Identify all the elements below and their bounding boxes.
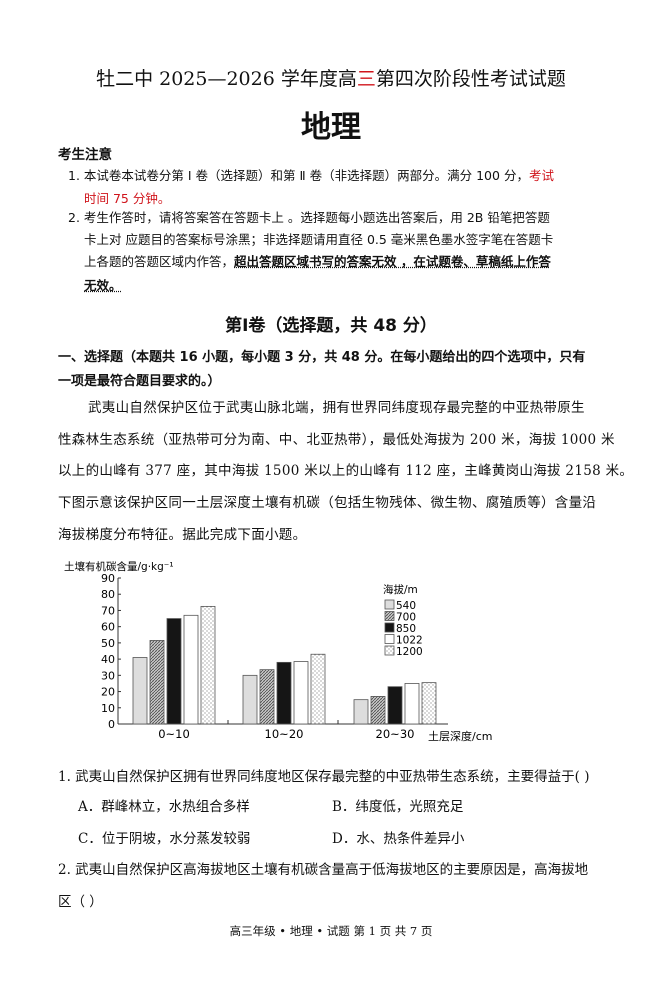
bar-1200-20~30: [421, 682, 437, 725]
y-axis-label: 土壤有机碳含量/g·kg⁻¹: [64, 560, 174, 573]
y-tick-label: 80: [101, 588, 115, 601]
notice-heading: 考生注意: [58, 147, 112, 163]
exam-title: 牡二中 2025—2026 学年度高三第四次阶段性考试试题: [0, 64, 662, 91]
y-tick-label: 60: [101, 621, 115, 634]
question-2-stem: 区（ ）: [58, 894, 103, 910]
legend-swatch-850: [384, 622, 395, 633]
notice-text: 1. 本试卷本试卷分第 Ⅰ 卷（选择题）和第 Ⅱ 卷（非选择题）两部分。满分 1…: [68, 168, 529, 183]
passage-line: 武夷山自然保护区位于武夷山脉北端，拥有世界同纬度现存最完整的中亚热带原生: [88, 400, 585, 416]
page-footer: 高三年级 • 地理 • 试题 第 1 页 共 7 页: [229, 924, 433, 938]
section-intro: 一项是最符合题目要求的。）: [58, 374, 221, 389]
y-tick-label: 30: [101, 669, 115, 682]
y-tick-label: 10: [101, 702, 115, 715]
bar-850-10~20: [276, 661, 292, 725]
bar-1022-20~30: [404, 683, 420, 725]
notice-bold-text: 无效。: [84, 278, 122, 293]
question-1-option-b[interactable]: B．纬度低，光照充足: [332, 799, 464, 815]
bar-1200-0~10: [200, 605, 216, 725]
x-axis-label: 土层深度/cm: [428, 729, 492, 743]
bar-1200-10~20: [310, 653, 326, 725]
legend-swatch-1200: [384, 645, 395, 656]
y-tick-label: 40: [101, 653, 115, 666]
question-2-stem: 2. 武夷山自然保护区高海拔地区土壤有机碳含量高于低海拔地区的主要原因是，高海拔…: [58, 862, 589, 878]
legend-swatch-540: [384, 599, 395, 610]
bar-700-0~10: [149, 640, 165, 725]
passage-line: 海拔梯度分布特征。据此完成下面小题。: [58, 527, 307, 543]
title-part: 牡二中 2025—2026 学年度高: [96, 68, 357, 90]
bar-700-10~20: [259, 669, 275, 725]
legend-label: 1200: [396, 646, 423, 658]
bar-540-0~10: [132, 657, 148, 725]
bar-850-20~30: [387, 686, 403, 725]
x-tick-label: 20~30: [376, 727, 415, 741]
title-highlight: 三: [356, 68, 376, 90]
y-tick-label: 20: [101, 686, 115, 699]
question-1-stem: 1. 武夷山自然保护区拥有世界同纬度地区保存最完整的中亚热带生态系统，主要得益于…: [58, 769, 590, 785]
bar-1022-10~20: [293, 661, 309, 725]
question-1-option-d[interactable]: D．水、热条件差异小: [332, 831, 465, 847]
bar-540-20~30: [353, 699, 369, 725]
y-tick-label: 90: [101, 572, 115, 585]
y-tick-label: 0: [108, 718, 115, 731]
section-intro: 一、选择题（本题共 16 小题，每小题 3 分，共 48 分。在每小题给出的四个…: [58, 350, 586, 365]
legend-swatch-1022: [384, 634, 395, 644]
bar-1022-0~10: [183, 614, 199, 725]
legend-swatch-700: [384, 611, 395, 621]
notice-text: 上各题的答题区域内作答，: [84, 254, 235, 269]
notice-red-text: 时间 75 分钟。: [84, 191, 171, 206]
bar-540-10~20: [242, 674, 258, 725]
notice-item-2-line: 上各题的答题区域内作答，超出答题区域书写的答案无效 ，在试题卷、草稿纸上作答: [84, 251, 551, 270]
legend-title: 海拔/m: [383, 583, 418, 596]
bar-850-0~10: [166, 618, 182, 725]
subject-title: 地理: [301, 110, 361, 145]
y-tick-label: 50: [101, 637, 115, 650]
legend-label: 540: [396, 600, 416, 612]
title-part: 第四次阶段性考试试题: [375, 68, 566, 90]
notice-red-text: 考试: [528, 168, 554, 183]
bar-700-20~30: [370, 696, 386, 725]
notice-item-2: 2. 考生作答时，请将答案答在答题卡上 。选择题每小题选出答案后，用 2B 铅笔…: [68, 210, 550, 225]
passage-line: 下图示意该保护区同一土层深度土壤有机碳（包括生物残体、微生物、腐殖质等）含量沿: [58, 495, 597, 511]
x-tick-label: 10~20: [265, 727, 304, 741]
passage-line: 性森林生态系统（亚热带可分为南、中、北亚热带），最低处海拔为 200 米，海拔 …: [58, 432, 615, 448]
x-tick-label: 0~10: [158, 727, 190, 741]
legend-label: 850: [396, 623, 416, 635]
question-1-option-c[interactable]: C．位于阴坡，水分蒸发较弱: [78, 831, 251, 847]
passage-line: 以上的山峰有 377 座，其中海拔 1500 米以上的山峰有 112 座，主峰黄…: [58, 463, 634, 479]
legend-label: 700: [396, 612, 416, 624]
section-title: 第Ⅰ卷（选择题，共 48 分）: [225, 316, 437, 336]
notice-bold-text: 超出答题区域书写的答案无效 ，在试题卷、草稿纸上作答: [234, 254, 551, 269]
legend-label: 1022: [396, 635, 423, 647]
notice-item-1: 1. 本试卷本试卷分第 Ⅰ 卷（选择题）和第 Ⅱ 卷（非选择题）两部分。满分 1…: [68, 165, 554, 184]
notice-item-2-line: 卡上对 应题目的答案标号涂黑；非选择题请用直径 0.5 毫米黑色墨水签字笔在答题…: [84, 232, 554, 247]
y-tick-label: 70: [101, 604, 115, 617]
question-1-option-a[interactable]: A．群峰林立，水热组合多样: [78, 799, 250, 815]
